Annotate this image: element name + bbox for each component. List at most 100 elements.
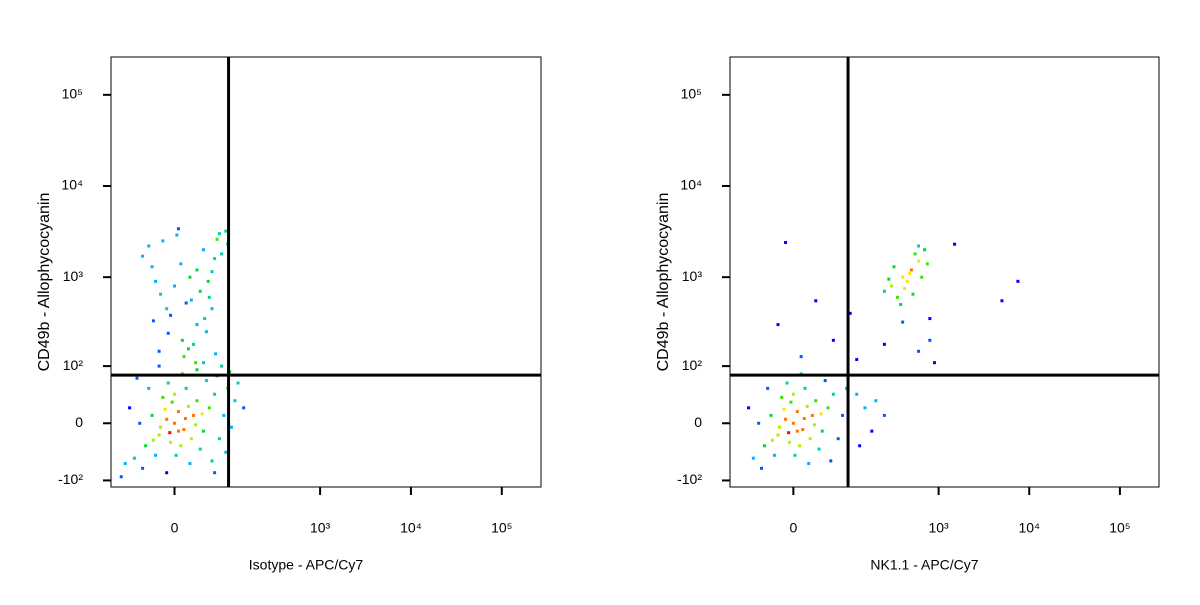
event-point xyxy=(176,227,180,231)
event-point xyxy=(189,437,193,441)
event-point xyxy=(909,268,913,272)
event-point xyxy=(175,233,179,237)
event-point xyxy=(195,399,199,403)
event-point xyxy=(917,244,921,248)
event-point xyxy=(200,412,204,416)
event-point xyxy=(224,450,228,454)
y-tick-label: 10⁵ xyxy=(62,86,83,102)
event-point xyxy=(173,284,177,288)
event-point xyxy=(782,407,786,411)
x-tick-label: 10⁴ xyxy=(1018,520,1040,536)
event-point xyxy=(889,284,893,288)
event-point xyxy=(892,265,896,269)
event-point xyxy=(901,320,905,324)
event-point xyxy=(170,400,174,404)
event-point xyxy=(913,252,917,256)
event-point xyxy=(141,466,145,470)
event-point xyxy=(174,453,178,457)
event-point xyxy=(784,417,788,421)
event-point xyxy=(213,257,217,261)
event-point xyxy=(138,421,142,425)
event-point xyxy=(220,364,224,368)
event-point xyxy=(195,368,199,372)
event-point xyxy=(882,413,886,417)
event-point xyxy=(823,379,827,383)
event-point xyxy=(132,456,136,460)
event-point xyxy=(213,471,217,475)
event-point xyxy=(214,352,218,356)
event-point xyxy=(801,428,805,432)
event-point xyxy=(784,241,788,245)
y-tick-label: -10² xyxy=(677,471,702,487)
event-point xyxy=(1000,299,1004,303)
event-point xyxy=(206,279,210,283)
y-tick-label: 10⁴ xyxy=(680,177,702,193)
event-point xyxy=(184,301,188,305)
event-point xyxy=(799,355,803,359)
event-point xyxy=(787,440,791,444)
event-point xyxy=(858,444,862,448)
plot-frame xyxy=(729,56,1160,488)
event-point xyxy=(928,338,932,342)
event-point xyxy=(159,292,163,296)
event-point xyxy=(1016,279,1020,283)
x-tick-label: 10⁵ xyxy=(1109,520,1130,536)
event-point xyxy=(176,410,180,414)
event-point xyxy=(829,459,833,463)
event-point xyxy=(150,413,154,417)
event-point xyxy=(207,406,211,410)
event-point xyxy=(157,364,161,368)
event-point xyxy=(215,237,219,241)
event-point xyxy=(772,453,776,457)
event-point xyxy=(776,323,780,327)
event-point xyxy=(810,413,814,417)
event-point xyxy=(874,399,878,403)
y-tick-label: 10³ xyxy=(63,268,84,284)
event-point xyxy=(150,265,154,269)
event-point xyxy=(191,342,195,346)
panel: 0 10³ 10⁴ 10⁵ -10² 0 10² 10³ 10⁴ 10⁵ Isotype - APC… xyxy=(36,56,542,573)
event-point xyxy=(808,437,812,441)
event-point xyxy=(803,386,807,390)
event-point xyxy=(207,295,211,299)
event-point xyxy=(855,358,859,362)
event-point xyxy=(791,421,795,425)
x-axis-label: NK1.1 - APC/Cy7 xyxy=(870,557,978,573)
event-point xyxy=(154,279,158,283)
event-point xyxy=(157,433,161,437)
event-point xyxy=(186,347,190,351)
event-point xyxy=(169,313,173,317)
event-point xyxy=(776,433,780,437)
x-tick-label: 10³ xyxy=(928,520,949,536)
event-point xyxy=(802,417,806,421)
event-point xyxy=(189,298,193,302)
event-point xyxy=(769,413,773,417)
event-point xyxy=(770,438,774,442)
event-point xyxy=(201,248,205,252)
x-axis-label: Isotype - APC/Cy7 xyxy=(249,557,364,573)
y-tick-label: 10² xyxy=(682,357,703,373)
event-point xyxy=(928,317,932,321)
event-point xyxy=(917,349,921,353)
event-point xyxy=(198,447,202,451)
event-point xyxy=(201,361,205,365)
y-tick-label: 0 xyxy=(75,414,83,430)
event-point xyxy=(224,229,228,233)
event-point xyxy=(841,413,845,417)
event-point xyxy=(179,262,183,266)
event-point xyxy=(757,421,761,425)
event-point xyxy=(184,386,188,390)
event-point xyxy=(855,392,859,396)
event-point xyxy=(760,466,764,470)
event-point xyxy=(777,425,781,429)
event-point xyxy=(183,417,187,421)
event-point xyxy=(905,279,909,283)
event-point xyxy=(807,461,811,465)
event-point xyxy=(165,417,169,421)
event-point xyxy=(908,271,912,275)
event-point xyxy=(820,429,824,433)
y-tick-label: 10⁵ xyxy=(681,86,702,102)
event-point xyxy=(826,406,830,410)
